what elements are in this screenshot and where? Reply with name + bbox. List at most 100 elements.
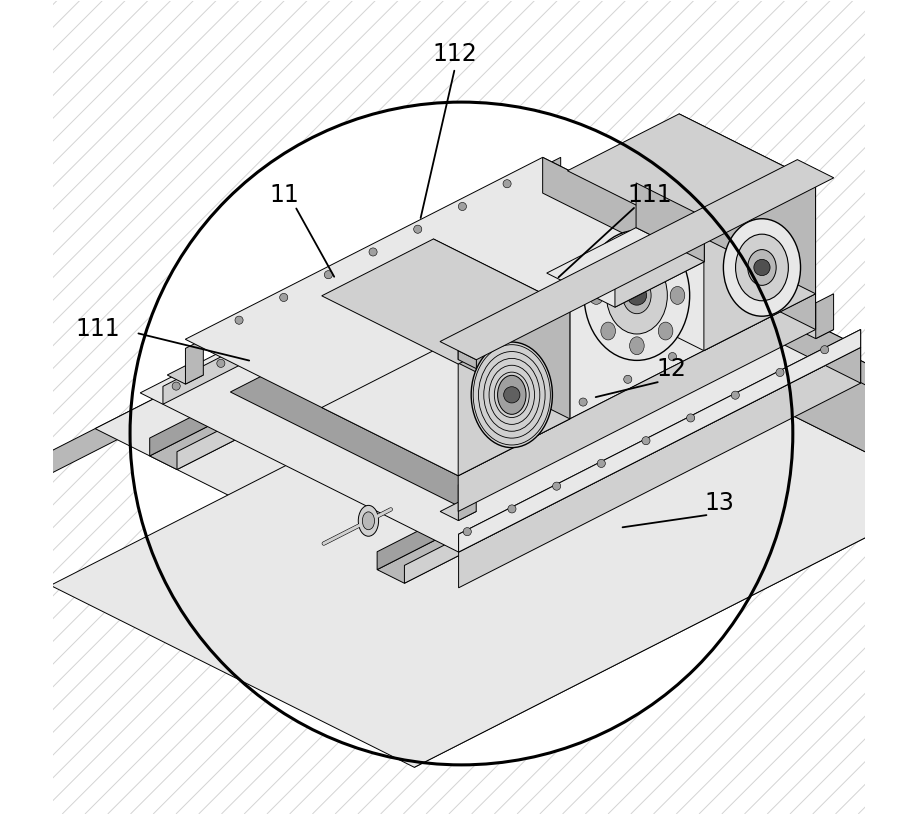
Circle shape	[172, 382, 180, 390]
Circle shape	[530, 200, 538, 208]
Polygon shape	[524, 184, 561, 202]
Ellipse shape	[630, 236, 644, 254]
Polygon shape	[615, 217, 704, 307]
Ellipse shape	[498, 376, 526, 414]
Polygon shape	[567, 226, 815, 350]
Polygon shape	[543, 157, 561, 202]
Polygon shape	[150, 228, 623, 469]
Polygon shape	[440, 160, 834, 359]
Polygon shape	[163, 182, 565, 404]
Polygon shape	[185, 339, 203, 384]
Ellipse shape	[748, 249, 777, 285]
Circle shape	[452, 513, 463, 524]
Polygon shape	[321, 239, 570, 364]
Circle shape	[504, 386, 520, 403]
Circle shape	[235, 316, 243, 324]
Circle shape	[503, 179, 511, 187]
Ellipse shape	[601, 251, 615, 269]
Ellipse shape	[670, 287, 685, 304]
Polygon shape	[433, 239, 570, 419]
Ellipse shape	[622, 277, 651, 314]
Circle shape	[720, 377, 731, 388]
Ellipse shape	[607, 257, 667, 334]
Circle shape	[306, 314, 314, 322]
Ellipse shape	[358, 505, 378, 536]
Circle shape	[217, 359, 225, 368]
Circle shape	[642, 437, 650, 445]
Polygon shape	[6, 156, 632, 496]
Text: 13: 13	[704, 491, 733, 515]
Circle shape	[448, 331, 460, 342]
Ellipse shape	[589, 287, 603, 304]
Ellipse shape	[630, 337, 644, 355]
Polygon shape	[185, 157, 815, 476]
Polygon shape	[458, 350, 476, 368]
Polygon shape	[459, 329, 861, 552]
Circle shape	[754, 259, 770, 275]
Circle shape	[489, 443, 498, 452]
Polygon shape	[459, 329, 861, 552]
Text: 111: 111	[75, 317, 120, 341]
Circle shape	[541, 468, 553, 479]
Polygon shape	[543, 188, 861, 383]
Circle shape	[534, 421, 543, 429]
Ellipse shape	[658, 251, 673, 269]
Circle shape	[687, 414, 695, 422]
Polygon shape	[459, 347, 861, 588]
Ellipse shape	[735, 234, 789, 301]
Polygon shape	[321, 350, 570, 476]
Circle shape	[351, 291, 359, 299]
Circle shape	[262, 337, 270, 345]
Polygon shape	[409, 274, 690, 415]
Circle shape	[130, 102, 793, 765]
Polygon shape	[458, 293, 815, 512]
Circle shape	[396, 268, 404, 276]
Circle shape	[776, 368, 784, 377]
Ellipse shape	[723, 218, 800, 316]
Polygon shape	[95, 201, 906, 610]
Polygon shape	[230, 364, 511, 505]
Circle shape	[631, 422, 642, 434]
Ellipse shape	[584, 231, 689, 360]
Ellipse shape	[658, 322, 673, 340]
Polygon shape	[50, 312, 918, 767]
Polygon shape	[140, 188, 861, 552]
Polygon shape	[798, 320, 834, 338]
Polygon shape	[150, 210, 597, 456]
Circle shape	[485, 222, 493, 231]
Polygon shape	[319, 319, 600, 460]
Polygon shape	[167, 366, 203, 384]
Polygon shape	[636, 183, 704, 262]
Polygon shape	[704, 182, 815, 350]
Polygon shape	[679, 114, 815, 293]
Circle shape	[538, 285, 549, 297]
Polygon shape	[542, 201, 906, 450]
Circle shape	[359, 377, 371, 388]
Polygon shape	[377, 342, 851, 584]
Circle shape	[598, 460, 605, 468]
Circle shape	[732, 391, 739, 399]
Ellipse shape	[601, 322, 615, 340]
Polygon shape	[458, 476, 476, 521]
Text: 11: 11	[270, 183, 299, 207]
Circle shape	[369, 248, 377, 256]
Polygon shape	[370, 337, 918, 678]
Circle shape	[713, 330, 722, 338]
Text: 12: 12	[657, 356, 687, 381]
Polygon shape	[547, 227, 704, 307]
Polygon shape	[567, 114, 815, 239]
Polygon shape	[543, 157, 815, 329]
Polygon shape	[458, 307, 570, 476]
Circle shape	[414, 225, 421, 233]
Circle shape	[324, 271, 332, 279]
Circle shape	[627, 286, 646, 305]
Polygon shape	[458, 169, 815, 359]
Circle shape	[270, 422, 281, 434]
Circle shape	[553, 482, 561, 491]
Text: 112: 112	[432, 42, 477, 66]
Circle shape	[464, 527, 471, 535]
Circle shape	[623, 375, 632, 383]
Polygon shape	[459, 383, 906, 677]
Circle shape	[579, 398, 588, 406]
Circle shape	[280, 293, 287, 302]
